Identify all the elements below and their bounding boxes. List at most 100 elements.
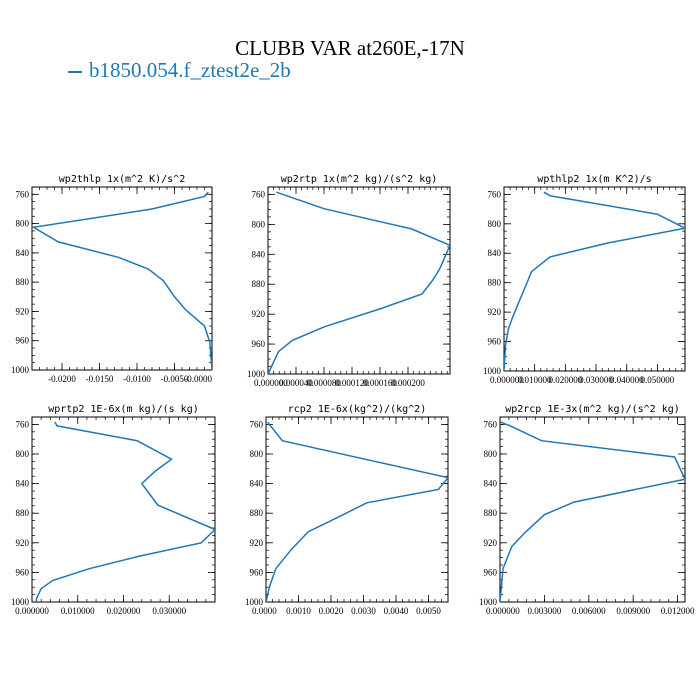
x-tick-label: -0.0050	[161, 374, 189, 384]
x-tick-label: 0.000000	[15, 606, 49, 616]
y-tick-label: 880	[250, 508, 264, 518]
plot-frame	[31, 416, 216, 603]
x-tick-label: -0.0000	[184, 374, 212, 384]
panel-title: wp2thlp 1x(m^2 K)/s^2	[59, 174, 185, 185]
x-tick-label: 0.000000	[490, 375, 524, 385]
figure-title: CLUBB VAR at260E,-17N	[235, 36, 465, 60]
plot-frame	[503, 186, 686, 372]
y-tick-label: 800	[16, 219, 30, 229]
y-tick-label: 1000	[247, 369, 266, 379]
y-tick-label: 840	[488, 248, 502, 258]
y-tick-label: 760	[250, 419, 264, 429]
panel-3: wpthlp2 1x(m K^2)/s 760 800 840 880 920 960 100…	[483, 174, 686, 385]
x-tick-label: 0.000080	[307, 378, 341, 388]
x-tick-label: 0.040000	[610, 375, 644, 385]
x-tick-label: 0.000000	[254, 378, 288, 388]
profile-line	[266, 421, 448, 602]
legend-label: b1850.054.f_ztest2e_2b	[89, 58, 291, 82]
x-tick-label: 0.0050	[416, 606, 441, 616]
y-tick-label: 960	[16, 336, 30, 346]
y-tick-label: 1000	[245, 597, 264, 607]
x-tick-label: 0.012000	[661, 606, 695, 616]
y-tick-label: 1000	[483, 366, 502, 376]
y-tick-label: 960	[484, 567, 498, 577]
x-tick-label: 0.030000	[579, 375, 613, 385]
x-tick-label: 0.010000	[518, 375, 552, 385]
y-tick-label: 800	[250, 449, 264, 459]
x-tick-label: 0.020000	[548, 375, 582, 385]
x-tick-label: -0.0100	[123, 374, 151, 384]
x-tick-label: 0.0010	[286, 606, 311, 616]
y-tick-label: 800	[16, 449, 30, 459]
x-tick-label: 0.006000	[572, 606, 606, 616]
x-tick-label: 0.003000	[528, 606, 562, 616]
y-tick-label: 840	[16, 248, 30, 258]
panel-title: rcp2 1E-6x(kg^2)/(kg^2)	[288, 404, 426, 415]
y-tick-label: 920	[484, 538, 498, 548]
y-tick-label: 880	[16, 508, 30, 518]
y-tick-label: 880	[16, 277, 30, 287]
panel-6: wp2rcp 1E-3x(m^2 kg)/(s^2 kg) 760 800 840 88…	[479, 404, 695, 616]
profile-line	[35, 421, 215, 602]
panel-title: wp2rtp 1x(m^2 kg)/(s^2 kg)	[281, 174, 438, 185]
y-tick-label: 760	[488, 189, 502, 199]
y-tick-label: 1000	[11, 597, 30, 607]
profile-line	[32, 191, 212, 370]
y-tick-label: 960	[252, 339, 266, 349]
x-tick-label: 0.050000	[641, 375, 675, 385]
x-tick-label: 0.009000	[616, 606, 650, 616]
y-tick-label: 760	[16, 419, 30, 429]
x-tick-label: 0.000040	[279, 378, 313, 388]
legend: b1850.054.f_ztest2e_2b	[68, 58, 291, 83]
panel-title: wpthlp2 1x(m K^2)/s	[537, 174, 651, 185]
y-tick-label: 1000	[11, 365, 30, 375]
panel-1: wp2thlp 1x(m^2 K)/s^2 760 800 840 880 920 960 1…	[11, 174, 213, 384]
panel-title: wprtp2 1E-6x(m kg)/(s kg)	[48, 404, 199, 415]
x-tick-label: 0.0020	[319, 606, 344, 616]
x-tick-label: 0.000000	[486, 606, 520, 616]
panel-5: rcp2 1E-6x(kg^2)/(kg^2) 760 800 840 880 920 96…	[245, 404, 449, 616]
x-tick-label: 0.0040	[384, 606, 409, 616]
profile-line	[268, 191, 450, 374]
x-tick-label: 0.000120	[335, 378, 369, 388]
panel-4: wprtp2 1E-6x(m kg)/(s kg) 760 800 840 880 920…	[11, 404, 216, 616]
y-tick-label: 760	[252, 189, 266, 199]
y-tick-label: 760	[16, 189, 30, 199]
y-tick-label: 960	[488, 337, 502, 347]
y-tick-label: 840	[484, 479, 498, 489]
plot-frame	[31, 186, 213, 371]
y-tick-label: 920	[16, 306, 30, 316]
legend-line-swatch	[68, 71, 82, 74]
y-tick-label: 880	[252, 279, 266, 289]
y-tick-label: 960	[16, 567, 30, 577]
y-tick-label: 880	[488, 278, 502, 288]
x-tick-label: 0.020000	[107, 606, 141, 616]
x-tick-label: 0.000200	[391, 378, 425, 388]
plot-frame	[499, 416, 686, 603]
plot-frame	[267, 186, 451, 375]
y-tick-label: 800	[484, 449, 498, 459]
x-tick-label: -0.0200	[48, 374, 76, 384]
y-tick-label: 800	[488, 219, 502, 229]
y-tick-label: 840	[250, 479, 264, 489]
x-tick-label: 0.010000	[61, 606, 95, 616]
y-tick-label: 840	[252, 249, 266, 259]
x-tick-label: 0.0030	[351, 606, 376, 616]
x-tick-label: 0.030000	[152, 606, 186, 616]
panel-2: wp2rtp 1x(m^2 kg)/(s^2 kg) 760 800 840 880 92…	[247, 174, 451, 388]
y-tick-label: 1000	[479, 597, 498, 607]
plot-frame	[265, 416, 449, 603]
x-tick-label: 0.000160	[363, 378, 397, 388]
y-tick-label: 840	[16, 479, 30, 489]
y-tick-label: 920	[16, 538, 30, 548]
y-tick-label: 920	[252, 309, 266, 319]
y-tick-label: 920	[488, 307, 502, 317]
profile-line	[500, 421, 685, 602]
y-tick-label: 800	[252, 219, 266, 229]
panel-title: wp2rcp 1E-3x(m^2 kg)/(s^2 kg)	[505, 404, 680, 415]
x-tick-label: -0.0150	[86, 374, 114, 384]
y-tick-label: 960	[250, 567, 264, 577]
x-tick-label: 0.0000	[252, 606, 277, 616]
y-tick-label: 920	[250, 538, 264, 548]
